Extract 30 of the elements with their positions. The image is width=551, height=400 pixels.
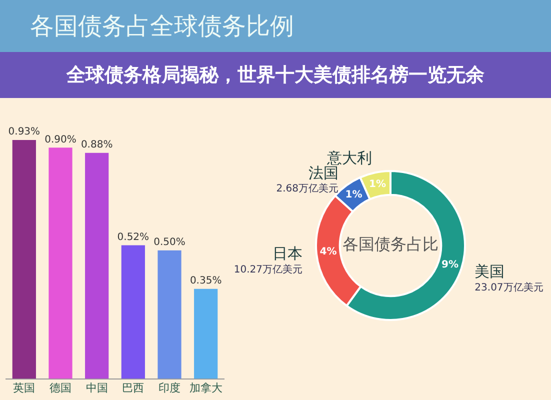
- text: 各国债务占比: [342, 234, 438, 254]
- data-label: 1%: [368, 178, 386, 190]
- bar: [85, 152, 109, 379]
- x-tick-label: 中国: [86, 381, 108, 394]
- data-label: 0.35%: [190, 276, 222, 287]
- x-tick-label: 巴西: [122, 381, 144, 394]
- x-tick-label: 德国: [50, 381, 72, 394]
- data-label: 0.88%: [80, 139, 113, 150]
- data-label: 9%: [442, 259, 459, 270]
- bar: [194, 288, 218, 379]
- text: 全球债务格局揭秘，世界十大美债排名榜一览无余: [0, 52, 551, 98]
- x-tick-label: 加拿大: [189, 381, 222, 394]
- slice-label: 美国: [474, 262, 505, 281]
- bar: [12, 140, 36, 379]
- chart-title: 各国债务占全球债务比例: [30, 11, 294, 42]
- data-label: 0.50%: [154, 236, 186, 248]
- text: 10.27万亿美元: [234, 263, 302, 276]
- slice-label: 日本: [272, 244, 302, 263]
- text: 2.68万亿美元: [276, 182, 338, 194]
- text: 23.07万亿美元: [474, 281, 544, 294]
- bar: [48, 148, 72, 379]
- data-label: 0.52%: [117, 232, 150, 243]
- data-label: 0.93%: [8, 126, 40, 138]
- data-label: 4%: [320, 246, 337, 258]
- bar: [121, 245, 145, 379]
- bar: [158, 250, 182, 379]
- data-label: 1%: [345, 189, 362, 200]
- x-tick-label: 印度: [158, 381, 180, 394]
- x-tick-label: 英国: [13, 381, 36, 394]
- data-label: 0.90%: [44, 134, 76, 146]
